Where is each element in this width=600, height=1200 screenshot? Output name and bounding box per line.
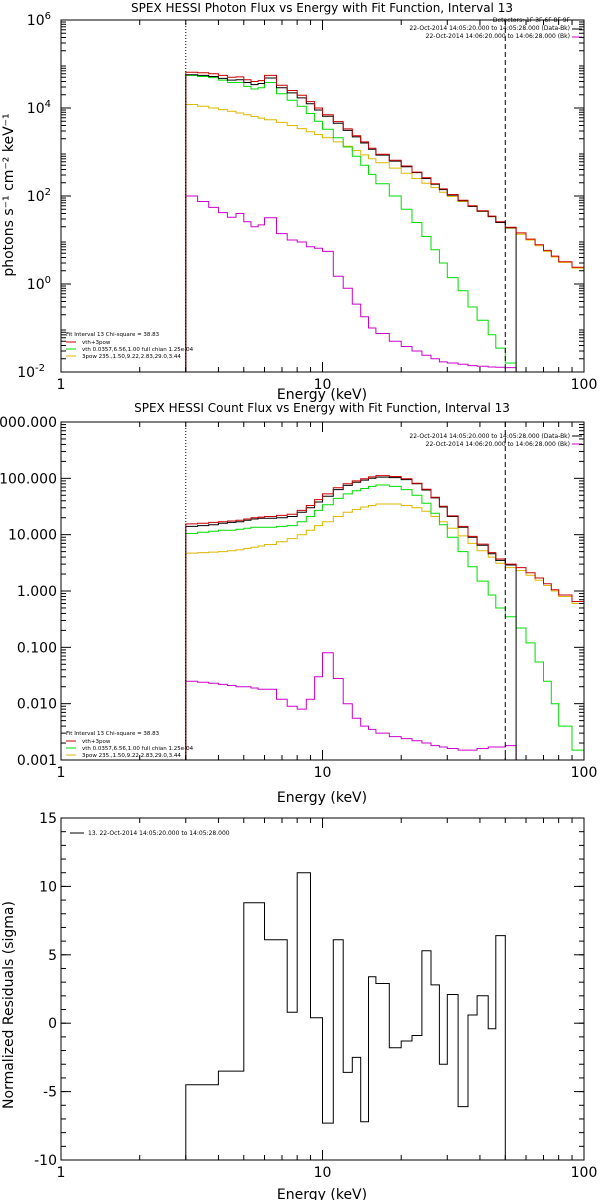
photon-y-tick-label: 10-2 [17, 363, 45, 381]
count-x-tick-label: 10 [314, 765, 332, 781]
photon-series-3pow [185, 104, 584, 372]
count-plot-area [185, 475, 584, 760]
count-series-total [185, 476, 517, 760]
residual-y-axis-label: Normalized Residuals (sigma) [1, 901, 17, 1109]
photon-legend-bk-interval: 22-Oct-2014 14:06:20.000 to 14:06:28.000… [426, 33, 570, 40]
count-y-tick-label: 0.010 [17, 697, 57, 713]
photon-plot-area [185, 71, 584, 372]
count-series-vth [185, 484, 584, 760]
photon-flux-panel: SPEX HESSI Photon Flux vs Energy with Fi… [1, 1, 598, 403]
residual-y-tick-label: 15 [39, 811, 57, 827]
photon-series-total [185, 74, 517, 372]
photon-y-axis-label: photons s⁻¹ cm⁻² keV⁻¹ [1, 113, 17, 276]
photon-fit-header: Fit Interval 13 Chi-square = 38.83 [66, 332, 160, 338]
photon-chart-title: SPEX HESSI Photon Flux vs Energy with Fi… [131, 1, 513, 15]
photon-series-bkg [185, 195, 517, 372]
photon-y-tick-label: 100 [27, 275, 51, 293]
count-legend-bottom-left: Fit Interval 13 Chi-square = 38.83 vth+3… [66, 731, 194, 759]
count-x-tick-label: 1 [57, 765, 66, 781]
residual-x-tick-label: 10 [314, 1165, 332, 1181]
residual-x-axis-label: Energy (keV) [277, 1187, 367, 1200]
photon-x-tick-label: 1 [57, 377, 66, 393]
photon-x-tick-label: 100 [571, 377, 598, 393]
residual-y-tick-label: -10 [34, 1153, 57, 1169]
count-series-bkg [185, 652, 517, 760]
count-legend-top-right: 22-Oct-2014 14:05:20.000 to 14:05:28.000… [409, 433, 582, 448]
count-legend-data-interval: 22-Oct-2014 14:05:20.000 to 14:05:28.000… [409, 433, 570, 440]
photon-series-vth [185, 74, 584, 372]
count-series-3pow [185, 503, 584, 760]
count-legend-vth: vth 0.0357,6.56,1.00 full chian 1.25e-04 [82, 746, 194, 752]
count-legend-bk-interval: 22-Oct-2014 14:06:20.000 to 14:06:28.000… [426, 441, 570, 448]
photon-series-vth-3pow-total [185, 71, 584, 372]
count-y-tick-label: 1.000 [17, 584, 57, 600]
residuals-panel: 13. 22-Oct-2014 14:05:20.000 to 14:05:28… [1, 811, 597, 1200]
count-x-tick-label: 100 [571, 765, 598, 781]
count-y-tick-label: 0.100 [17, 640, 57, 656]
residual-y-tick-label: -5 [43, 1085, 57, 1101]
count-flux-panel: SPEX HESSI Count Flux vs Energy with Fit… [0, 401, 597, 806]
residual-legend-label: 13. 22-Oct-2014 14:05:20.000 to 14:05:28… [88, 830, 230, 837]
count-fit-header: Fit Interval 13 Chi-square = 38.83 [66, 731, 160, 737]
residual-x-tick-label: 100 [571, 1165, 598, 1181]
photon-x-axis-label: Energy (keV) [277, 387, 367, 403]
photon-y-tick-label: 104 [27, 99, 51, 117]
residual-series-total [185, 872, 506, 1160]
count-y-tick-label: 10.000 [8, 528, 57, 544]
photon-legend-bottom-left: Fit Interval 13 Chi-square = 38.83 vth+3… [66, 332, 194, 360]
residual-y-tick-label: 5 [48, 948, 57, 964]
photon-y-tick-label: 106 [27, 11, 51, 29]
residual-y-tick-label: 10 [39, 879, 57, 895]
count-chart-title: SPEX HESSI Count Flux vs Energy with Fit… [134, 401, 510, 415]
count-x-axis-label: Energy (keV) [277, 790, 367, 806]
count-legend-vth3pow: vth+3pow [82, 739, 111, 745]
residual-plot-area [185, 872, 506, 1160]
count-y-tick-label: 0.001 [17, 753, 57, 769]
count-y-tick-label: 100.000 [0, 471, 57, 487]
count-series-vth-3pow-total [185, 475, 584, 760]
photon-legend-data-interval: 22-Oct-2014 14:05:20.000 to 14:05:28.000… [409, 25, 570, 32]
count-legend-3pow: 3pow 235.,1.50,9.22,2.83,29.0,3.44 [82, 753, 181, 759]
photon-x-tick-label: 10 [314, 377, 332, 393]
photon-y-tick-label: 102 [27, 187, 51, 205]
photon-legend-3pow: 3pow 235.,1.50,9.22,2.83,29.0,3.44 [82, 354, 181, 360]
photon-legend-vth3pow: vth+3pow [82, 340, 111, 346]
residual-x-tick-label: 1 [57, 1165, 66, 1181]
photon-legend-vth: vth 0.0357,6.56,1.00 full chian 1.25e-04 [82, 347, 194, 353]
residual-y-tick-label: 0 [48, 1016, 57, 1032]
